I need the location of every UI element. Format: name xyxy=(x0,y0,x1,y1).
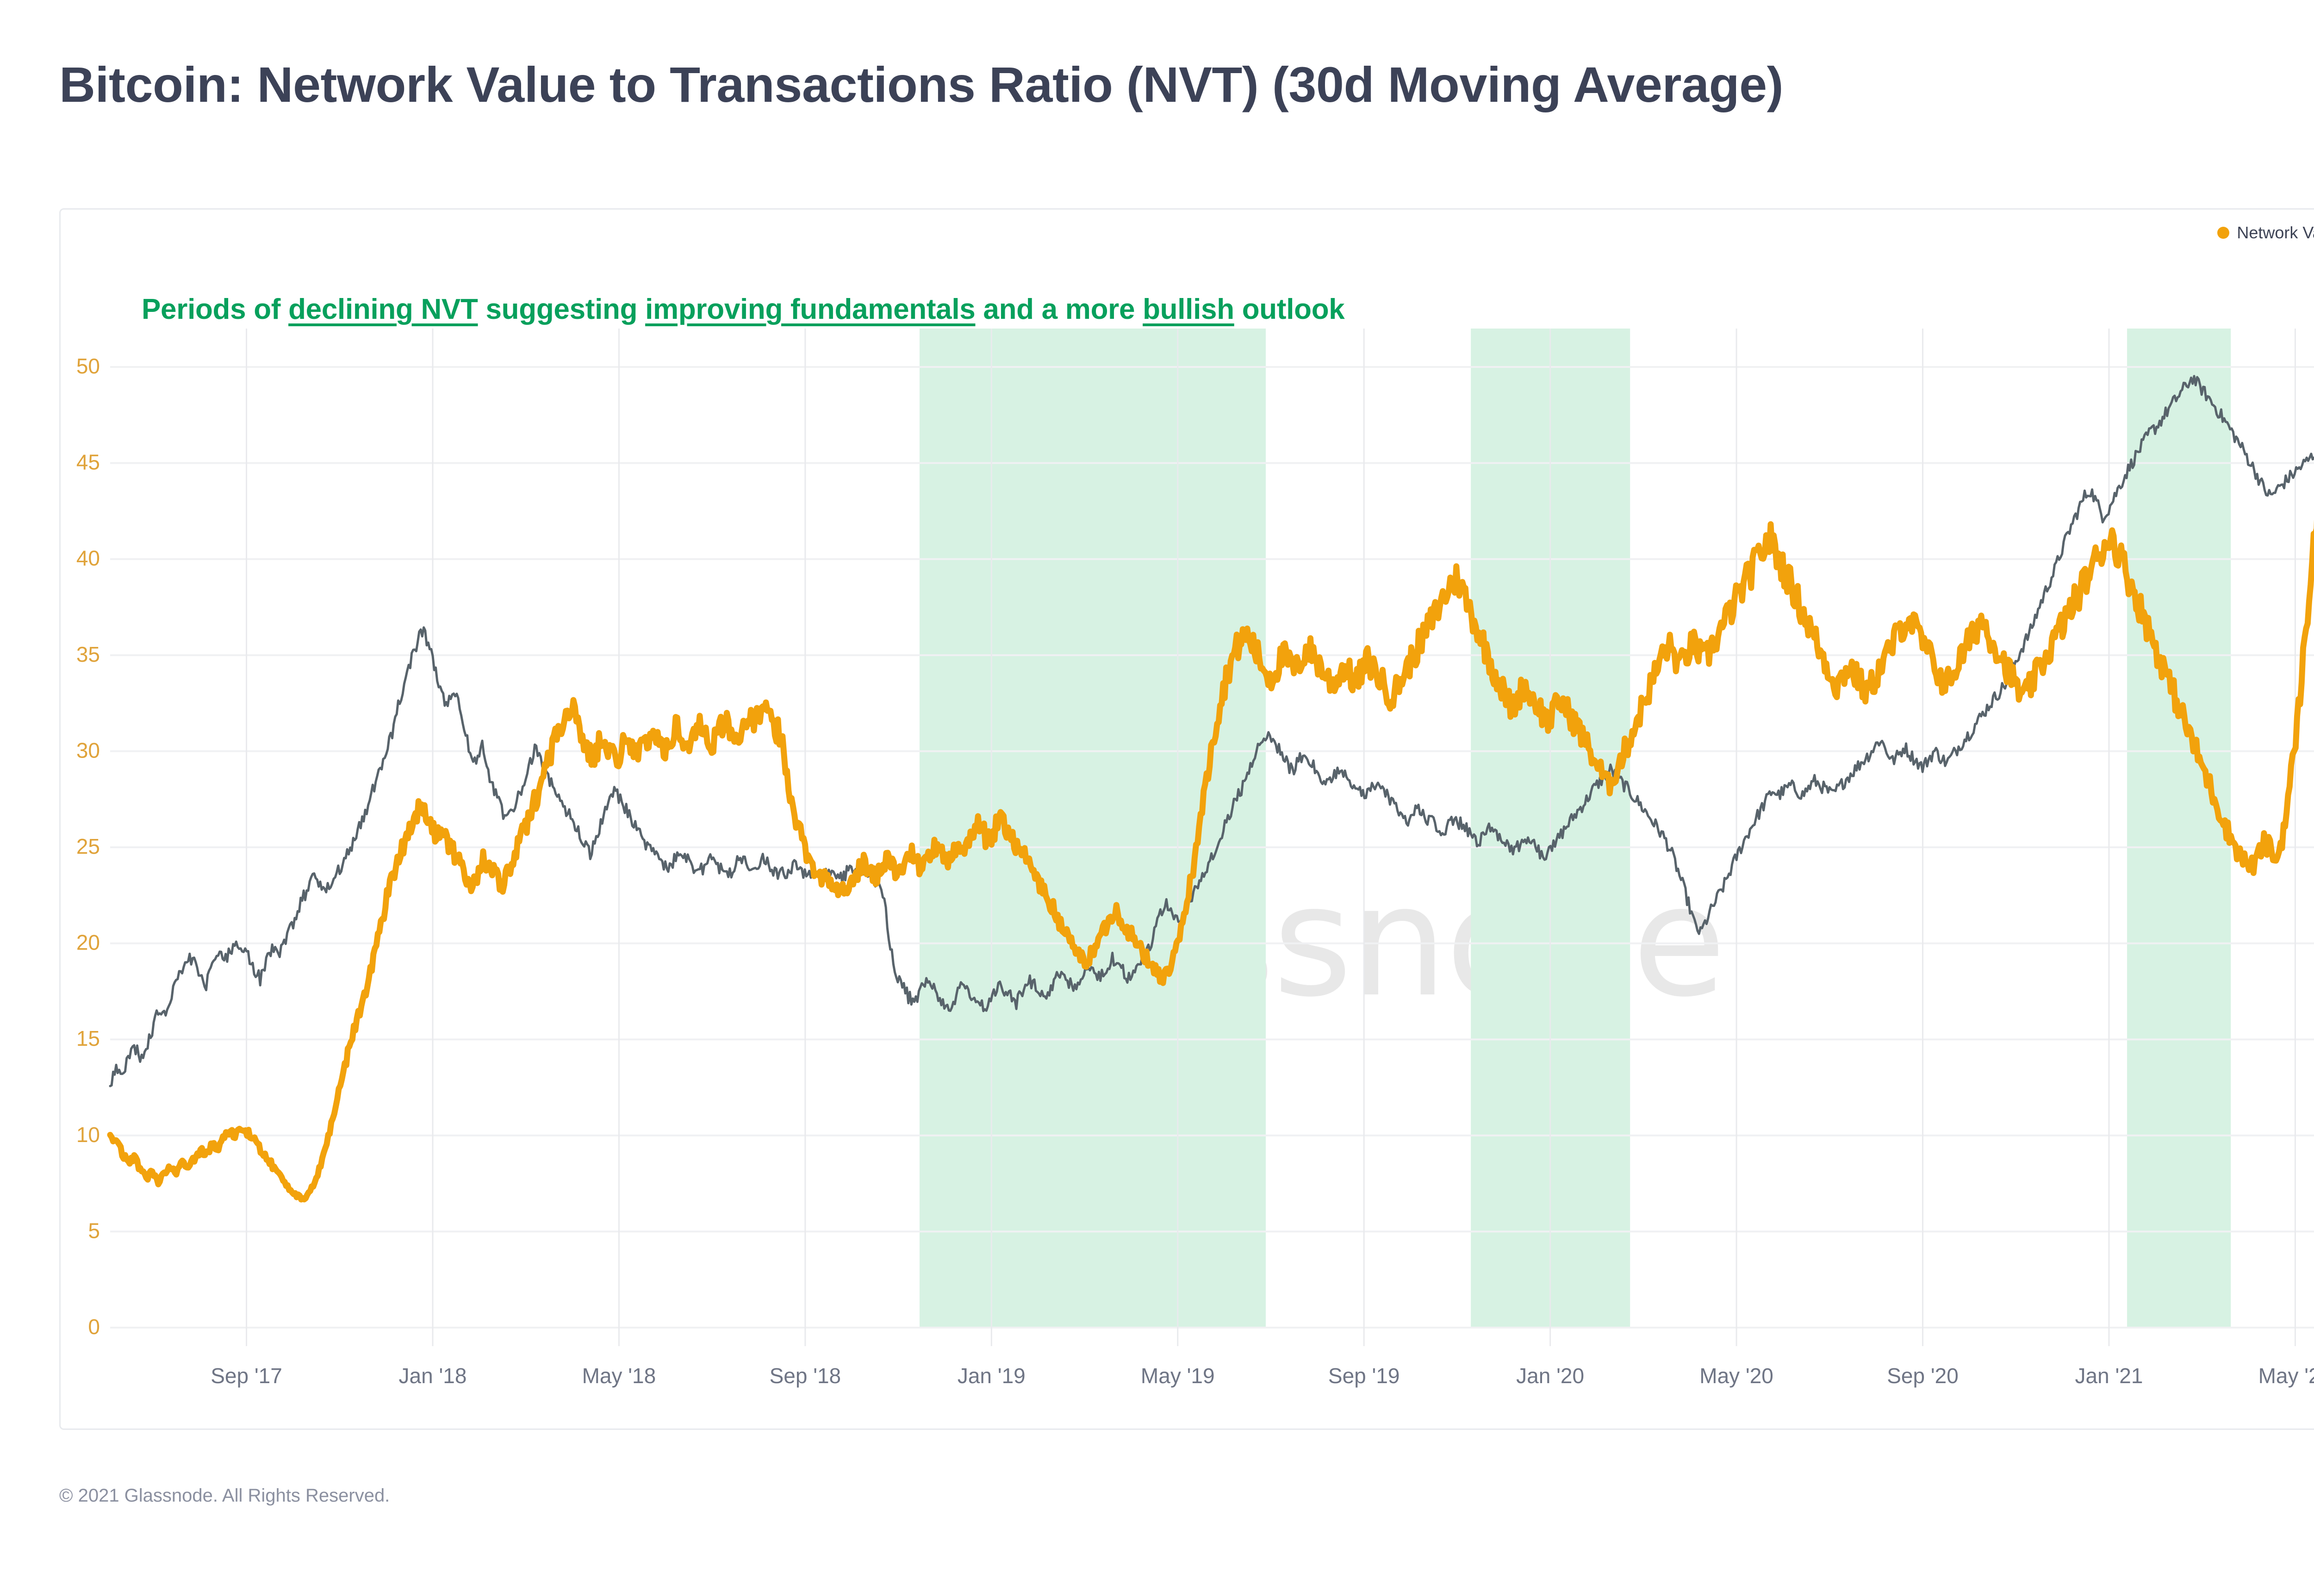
y-axis-tick-label: 50 xyxy=(76,354,100,378)
y-axis-tick-label: 10 xyxy=(76,1123,100,1147)
x-axis-tick-label: Sep '19 xyxy=(1328,1364,1400,1388)
x-axis-tick-label: Sep '20 xyxy=(1887,1364,1959,1388)
highlight-band xyxy=(2127,329,2231,1328)
y-axis-tick-label: 0 xyxy=(88,1315,100,1339)
x-axis-tick-label: May '19 xyxy=(1141,1364,1215,1388)
annotation-underline-bullish: bullish xyxy=(1143,293,1234,325)
y-axis-tick-label: 45 xyxy=(76,450,100,474)
x-axis-tick-label: May '20 xyxy=(1699,1364,1773,1388)
y-axis-tick-label: 40 xyxy=(76,546,100,570)
x-axis-tick-label: Jan '20 xyxy=(1516,1364,1584,1388)
annotation-underline-declining-nvt: declining NVT xyxy=(288,293,478,325)
y-axis-tick-label: 20 xyxy=(76,931,100,955)
x-axis-tick-label: Jan '18 xyxy=(399,1364,467,1388)
annotation-part1: Periods of xyxy=(142,293,289,325)
annotation-part3: and a more xyxy=(975,293,1143,325)
chart-card: Network Value to Transactions Ratio (NVT… xyxy=(59,208,2314,1430)
page-title: Bitcoin: Network Value to Transactions R… xyxy=(59,56,1784,112)
y-axis-tick-label: 15 xyxy=(76,1026,100,1050)
chart-legend: Network Value to Transactions Ratio (NVT… xyxy=(2217,214,2314,251)
legend-item-nvt[interactable]: Network Value to Transactions Ratio (NVT… xyxy=(2217,223,2314,242)
x-axis-tick-label: Sep '18 xyxy=(770,1364,841,1388)
legend-dot-nvt xyxy=(2217,227,2230,239)
highlight-band xyxy=(919,329,1266,1328)
price-line xyxy=(109,375,2314,1087)
chart-svg: 05101520253035404550$1k$4k$8k$20k$60kSep… xyxy=(76,329,2314,1388)
x-axis-tick-label: Sep '17 xyxy=(211,1364,282,1388)
copyright-text: © 2021 Glassnode. All Rights Reserved. xyxy=(59,1485,390,1506)
annotation-underline-improving-fundamentals: improving fundamentals xyxy=(645,293,976,325)
plot-area: 05101520253035404550$1k$4k$8k$20k$60kSep… xyxy=(61,210,2314,1428)
chart-annotation: Periods of declining NVT suggesting impr… xyxy=(142,293,1345,326)
annotation-part2: suggesting xyxy=(478,293,646,325)
y-axis-tick-label: 25 xyxy=(76,834,100,858)
nvt-line xyxy=(107,519,2314,1203)
x-axis-tick-label: May '21 xyxy=(2258,1364,2314,1388)
y-axis-tick-label: 35 xyxy=(76,642,100,666)
y-axis-tick-label: 5 xyxy=(88,1218,100,1242)
y-axis-tick-label: 30 xyxy=(76,738,100,762)
x-axis-tick-label: Jan '21 xyxy=(2075,1364,2143,1388)
legend-label-nvt: Network Value to Transactions Ratio (NVT… xyxy=(2237,223,2314,242)
annotation-part4: outlook xyxy=(1234,293,1345,325)
x-axis-tick-label: May '18 xyxy=(582,1364,656,1388)
x-axis-tick-label: Jan '19 xyxy=(958,1364,1026,1388)
